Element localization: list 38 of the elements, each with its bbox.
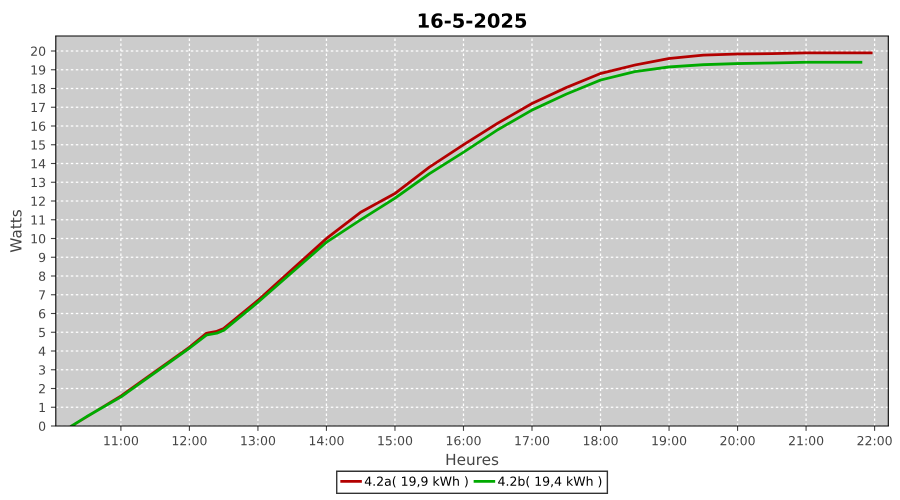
y-tick-label: 11 (32, 215, 45, 224)
y-axis-title: Watts (10, 210, 22, 252)
x-tick-label: 22:00 (858, 436, 892, 446)
x-tick-label: 11:00 (104, 436, 138, 446)
y-tick-label: 5 (39, 328, 45, 338)
y-tick-label: 3 (39, 365, 46, 375)
y-tick-label: 15 (32, 140, 45, 150)
x-tick-label: 21:00 (788, 436, 824, 446)
x-tick-label: 13:00 (241, 436, 276, 446)
y-tick-label: 1 (40, 402, 45, 412)
x-tick-label: 20:00 (720, 436, 755, 446)
y-tick-label: 14 (32, 159, 46, 168)
y-tick-label: 18 (32, 84, 46, 94)
y-tick-label: 2 (39, 384, 45, 394)
x-tick-label: 19:00 (652, 436, 686, 446)
x-tick-label: 18:00 (584, 436, 618, 446)
y-tick-label: 13 (32, 178, 46, 188)
x-tick-label: 17:00 (515, 436, 550, 446)
y-tick-label: 6 (39, 308, 46, 318)
chart-title: 16-5-2025 (418, 13, 526, 28)
x-tick-label: 16:00 (446, 436, 481, 446)
legend-label: 4.2a( 19,9 kWh ) (364, 476, 468, 488)
y-tick-label: 20 (31, 46, 46, 56)
y-tick-label: 7 (39, 290, 46, 300)
y-tick-label: 19 (32, 65, 46, 75)
x-tick-label: 12:00 (172, 436, 207, 446)
y-tick-label: 0 (38, 421, 46, 431)
y-tick-label: 17 (32, 102, 46, 112)
y-tick-label: 10 (32, 234, 46, 244)
y-tick-label: 8 (38, 271, 46, 281)
y-tick-label: 12 (32, 196, 45, 206)
x-axis-title: Heures (446, 454, 498, 466)
legend-label: 4.2b( 19,4 kWh ) (498, 476, 602, 488)
x-tick-label: 14:00 (310, 436, 344, 446)
y-tick-label: 16 (32, 121, 46, 131)
x-tick-label: 15:00 (378, 436, 412, 446)
y-tick-label: 9 (38, 252, 46, 262)
y-tick-label: 4 (38, 346, 46, 356)
